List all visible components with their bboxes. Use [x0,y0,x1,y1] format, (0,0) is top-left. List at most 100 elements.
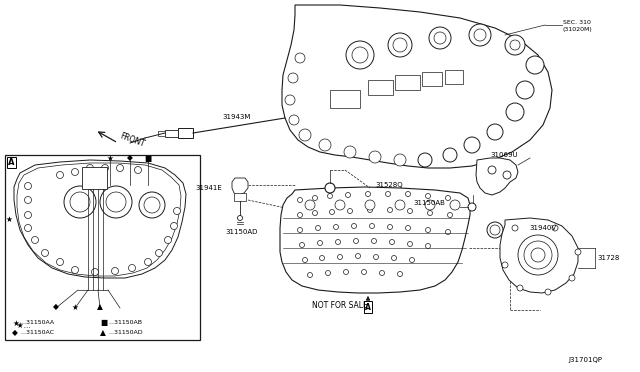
Circle shape [299,129,311,141]
Circle shape [516,81,534,99]
Polygon shape [280,187,470,293]
Circle shape [408,208,413,214]
Text: ...31150AC: ...31150AC [20,330,54,336]
Circle shape [317,241,323,246]
Circle shape [387,224,392,230]
Circle shape [285,95,295,105]
Circle shape [351,224,356,228]
Circle shape [111,267,118,275]
Circle shape [371,238,376,244]
Text: 31528Q: 31528Q [375,182,403,188]
Text: ★: ★ [72,302,79,311]
Circle shape [392,256,397,260]
Circle shape [129,264,136,272]
Circle shape [86,164,93,171]
Bar [178,128,193,138]
Circle shape [56,259,63,266]
Circle shape [24,196,31,203]
Circle shape [335,240,340,244]
Circle shape [390,240,394,244]
Circle shape [102,164,109,171]
Circle shape [418,153,432,167]
Circle shape [326,270,330,276]
Circle shape [106,192,126,212]
Circle shape [298,228,303,232]
Circle shape [300,243,305,247]
Circle shape [144,197,160,213]
Circle shape [156,250,163,257]
Text: 31941E: 31941E [195,185,222,191]
Circle shape [56,171,63,179]
Text: (31020M): (31020M) [563,26,593,32]
Circle shape [575,249,581,255]
Circle shape [352,47,368,63]
Text: 31728: 31728 [597,255,620,261]
Text: ■: ■ [100,318,108,327]
Circle shape [31,237,38,244]
Circle shape [428,211,433,215]
Text: ...31150AB: ...31150AB [108,321,142,326]
Circle shape [490,225,500,235]
Polygon shape [500,218,578,293]
Text: ...31150AD: ...31150AD [108,330,143,336]
Bar [445,70,463,84]
Circle shape [426,244,431,248]
Circle shape [397,272,403,276]
Bar [395,75,420,90]
Text: ▲: ▲ [97,302,103,311]
Circle shape [505,35,525,55]
Circle shape [316,225,321,231]
Circle shape [552,225,558,231]
Bar [165,130,178,137]
Circle shape [385,192,390,196]
Bar [158,131,165,136]
Circle shape [394,154,406,166]
Circle shape [517,285,523,291]
Circle shape [344,146,356,158]
Circle shape [524,241,552,269]
Circle shape [145,259,152,266]
Circle shape [335,200,345,210]
Text: ★: ★ [6,215,12,224]
Circle shape [406,192,410,196]
Circle shape [425,200,435,210]
Text: NOT FOR SALE: NOT FOR SALE [312,301,368,310]
Bar [82,167,107,189]
Circle shape [24,183,31,189]
Circle shape [450,200,460,210]
Circle shape [502,262,508,268]
Circle shape [164,237,172,244]
Circle shape [116,164,124,171]
Circle shape [325,183,335,193]
Text: 31943M: 31943M [222,114,250,120]
Circle shape [337,254,342,260]
Circle shape [388,33,412,57]
Circle shape [288,73,298,83]
Circle shape [487,124,503,140]
Bar [5,155,200,340]
Circle shape [469,24,491,46]
Bar [234,193,246,201]
Text: 31940V: 31940V [529,225,556,231]
Text: 31150AD: 31150AD [225,229,257,235]
Circle shape [367,208,372,212]
Circle shape [369,151,381,163]
Circle shape [488,166,496,174]
Circle shape [426,193,431,199]
Circle shape [518,235,558,275]
Circle shape [305,200,315,210]
Circle shape [298,212,303,218]
Circle shape [445,230,451,234]
Circle shape [170,222,177,230]
Text: ◆: ◆ [53,302,59,311]
Circle shape [526,56,544,74]
Circle shape [92,269,99,276]
Text: 31150AB: 31150AB [413,200,445,206]
Polygon shape [232,178,248,195]
Circle shape [503,171,511,179]
Circle shape [42,250,49,257]
Text: J31701QP: J31701QP [568,357,602,363]
Circle shape [312,196,317,201]
Circle shape [355,253,360,259]
Circle shape [464,137,480,153]
